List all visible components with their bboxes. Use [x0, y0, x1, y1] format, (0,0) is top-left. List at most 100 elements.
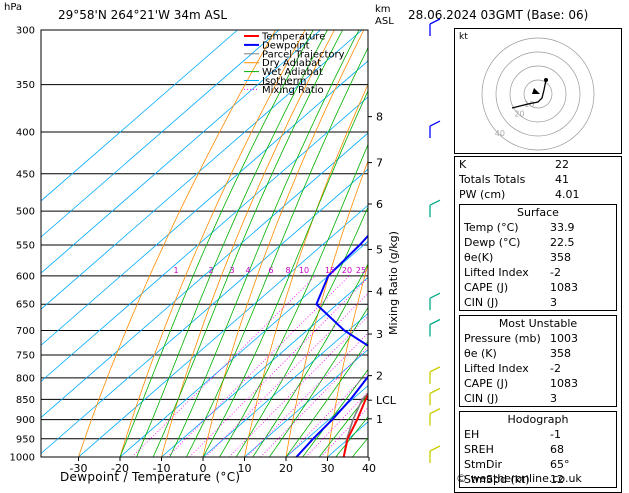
wet-adiabat	[136, 30, 328, 457]
isotherm	[41, 30, 363, 310]
wind-barb	[429, 366, 441, 384]
indices-top-table: K 22 Totals Totals 41 PW (cm) 4.01 Surface …	[454, 156, 622, 493]
index-row: Temp (°C) 33.9	[460, 220, 616, 235]
wind-barb-flag	[429, 292, 441, 299]
index-value: 358	[550, 347, 571, 360]
index-value: 1083	[550, 281, 578, 294]
mixing-ratio-line	[131, 275, 316, 457]
isotherm	[41, 30, 238, 202]
wet-adiabat	[318, 393, 368, 457]
index-value: -2	[550, 362, 561, 375]
mixing-ratio-line	[260, 346, 368, 457]
temperature-tick-label: -30	[70, 462, 88, 475]
isotherm	[78, 204, 368, 457]
pressure-tick-label: 850	[16, 395, 35, 406]
pressure-tick-label: 1000	[10, 453, 35, 464]
index-row: θe (K) 358	[460, 346, 616, 361]
mixing-ratio-label: 1	[173, 266, 178, 275]
index-label: Lifted Index	[464, 266, 529, 279]
dewpoint-line	[295, 234, 368, 457]
wind-barb-flag	[429, 445, 441, 452]
temperature-tick-label: 0	[200, 462, 207, 475]
pressure-tick-label: 700	[16, 326, 35, 337]
hodograph-frame	[454, 28, 622, 154]
hodograph-unit-label: kt	[459, 32, 468, 42]
isotherm	[244, 349, 368, 457]
wet-adiabat	[269, 306, 368, 457]
index-row: CIN (J) 3	[460, 295, 616, 310]
wind-barb-flag	[429, 408, 441, 415]
index-label: K	[459, 158, 467, 171]
index-row: Lifted Index -2	[460, 361, 616, 376]
wet-adiabat	[152, 30, 343, 457]
wet-adiabat	[235, 206, 368, 457]
index-label: CAPE (J)	[464, 377, 509, 390]
isotherm	[41, 132, 368, 418]
km-tick-label: 4	[376, 285, 383, 298]
pressure-tick-label: 650	[16, 300, 35, 311]
wind-barb-flag	[429, 18, 441, 25]
isotherm	[41, 60, 368, 346]
index-value: 1083	[550, 377, 578, 390]
index-value: -2	[550, 266, 561, 279]
isotherm	[41, 30, 280, 238]
index-label: Lifted Index	[464, 362, 529, 375]
dry-adiabat	[244, 83, 368, 457]
pressure-tick-label: 400	[16, 128, 35, 139]
footer-credit: © weatheronline.co.uk	[456, 472, 582, 485]
index-label: SREH	[464, 443, 494, 456]
isotherm	[41, 30, 321, 274]
km-tick-label: 7	[376, 157, 383, 170]
legend-entry: Dry Adiabat	[262, 58, 321, 69]
index-row: Totals Totals 41	[455, 172, 621, 187]
index-row: Pressure (mb) 1003	[460, 331, 616, 346]
dry-adiabat	[202, 30, 365, 457]
surface-title: Surface	[517, 206, 559, 219]
index-value: -1	[550, 428, 561, 441]
index-label: θe(K)	[464, 251, 494, 264]
axes: 3003504004505005506006507007508008509009…	[10, 26, 397, 476]
index-label: Dewp (°C)	[464, 236, 521, 249]
index-row: SREH 68	[460, 442, 616, 457]
wind-barb-flag	[429, 318, 441, 326]
index-label: θe (K)	[464, 347, 497, 360]
temperature-tick-label: 10	[238, 462, 252, 475]
km-tick-label: LCL	[376, 394, 397, 407]
most-unstable-title: Most Unstable	[498, 317, 578, 330]
index-value: 22.5	[550, 236, 575, 249]
legend-entry: Isotherm	[262, 76, 306, 87]
legend-entry: Mixing Ratio	[262, 85, 324, 96]
index-label: CIN (J)	[464, 296, 499, 309]
index-label: Temp (°C)	[464, 221, 519, 234]
km-tick-label: 5	[376, 243, 383, 256]
temperature-tick-label: -20	[111, 462, 129, 475]
index-row: StmSpd (kt) 12	[460, 472, 616, 487]
index-row: CIN (J) 3	[460, 391, 616, 406]
pressure-tick-label: 450	[16, 169, 35, 180]
isotherm	[161, 276, 368, 457]
pressure-tick-label: 750	[16, 350, 35, 361]
index-value: 358	[550, 251, 571, 264]
mixing-ratio-label: 25	[356, 266, 366, 275]
dry-adiabat	[119, 30, 306, 457]
index-row: StmDir 65°	[460, 457, 616, 472]
km-tick-label: 3	[376, 328, 383, 341]
km-tick-label: 6	[376, 198, 383, 211]
mixing-ratio-label: 6	[268, 266, 273, 275]
wet-adiabat	[252, 263, 368, 457]
wind-barb	[429, 408, 441, 426]
wind-barb-flag	[429, 387, 441, 394]
wet-adiabat	[285, 340, 368, 457]
isotherm	[202, 312, 368, 457]
index-label: Totals Totals	[459, 173, 526, 186]
mixing-ratio-line	[286, 372, 368, 457]
station-location: 29°58'N 264°21'W 34m ASL	[58, 8, 228, 22]
index-row: Dewp (°C) 22.5	[460, 235, 616, 250]
index-label: StmSpd (kt)	[464, 473, 530, 486]
hodograph-ring-label: 20	[514, 110, 524, 119]
temperature-tick-label: 20	[279, 462, 293, 475]
index-value: 12	[550, 473, 564, 486]
plot-frame	[40, 29, 369, 458]
wind-barb	[429, 292, 441, 311]
hodograph-indices-box: Hodograph EH -1 SREH 68 StmDir 65° StmSpd (…	[459, 411, 617, 488]
